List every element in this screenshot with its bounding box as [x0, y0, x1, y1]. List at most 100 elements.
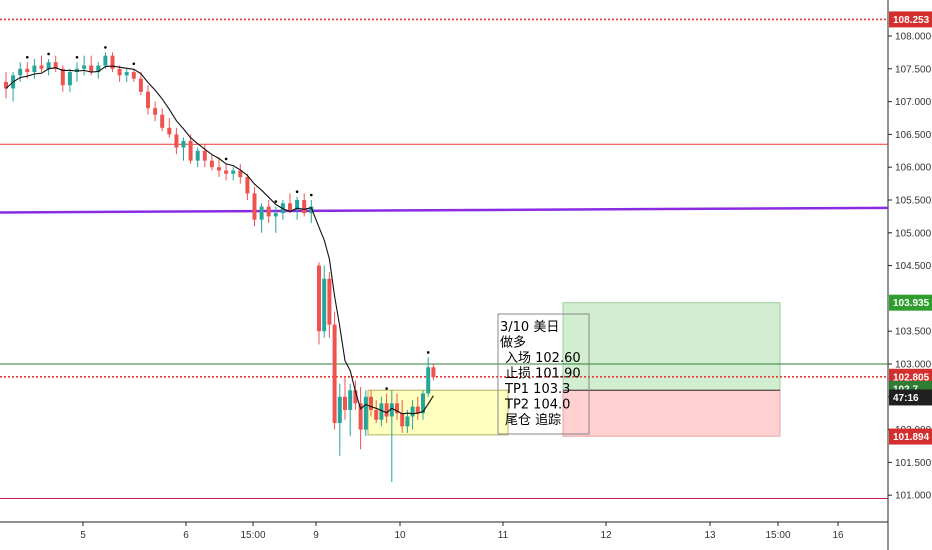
fractal-marker	[26, 55, 29, 59]
y-tick-label: 105.500	[895, 196, 932, 207]
candle-body	[317, 265, 321, 332]
candle-body	[209, 160, 214, 168]
trade-note-line: 尾仓 追踪	[505, 412, 561, 428]
candle-body	[426, 367, 431, 394]
candle-body	[146, 91, 150, 109]
candle-body	[400, 413, 405, 427]
candle-body	[358, 403, 363, 430]
candle-body	[327, 278, 332, 325]
candle-body	[374, 409, 379, 420]
price-tag-bg	[889, 368, 932, 385]
candle-body	[410, 406, 415, 417]
moving-average-line	[5, 65, 434, 415]
y-tick-label: 108.000	[895, 32, 932, 43]
trade-note-line: TP2 104.0	[504, 398, 570, 413]
trade-note-line: 入场 102.60	[505, 351, 581, 366]
price-tag: 101.894	[889, 428, 932, 445]
candle-body	[32, 65, 37, 73]
candle-body	[259, 206, 264, 220]
candle-body	[153, 108, 158, 115]
candle-body	[25, 68, 30, 73]
candle-body	[415, 406, 420, 414]
candle-body	[39, 65, 44, 69]
fractal-marker	[104, 46, 107, 49]
candle-body	[302, 200, 307, 214]
candle-body	[217, 167, 221, 171]
fractal-marker	[224, 157, 228, 161]
trade-note-line: TP1 103.3	[504, 382, 570, 397]
candle-body	[369, 396, 373, 410]
price-tag: 102.805	[889, 368, 932, 385]
candle-body	[231, 170, 236, 174]
x-tick-label: 5	[80, 530, 86, 541]
candle-body	[174, 134, 179, 148]
trade-note-line: 3/10 美日	[500, 320, 559, 335]
stop-zone	[562, 389, 781, 437]
candle-body	[421, 393, 425, 414]
candle-body	[96, 65, 101, 73]
fractal-marker	[274, 200, 278, 203]
x-tick-label: 11	[498, 530, 509, 541]
candle-body	[167, 127, 172, 135]
candle-body	[395, 403, 399, 414]
candle-body	[384, 403, 389, 417]
y-tick-label: 106.000	[895, 163, 932, 174]
candle-body	[124, 72, 129, 76]
target-zone	[562, 302, 781, 391]
candle-body	[348, 390, 353, 410]
trade-note-frame	[497, 313, 590, 435]
price-tag-bg	[889, 428, 932, 445]
fractal-marker	[385, 387, 388, 390]
candle-body	[138, 78, 143, 92]
candle-body	[110, 55, 115, 69]
price-tag-label: 102.805	[893, 372, 930, 383]
candle-body	[266, 206, 271, 217]
x-tick-label: 10	[394, 530, 406, 541]
candle-body	[238, 170, 243, 178]
price-tag-label: 103.935	[893, 298, 930, 309]
fractal-marker	[75, 55, 79, 59]
candle-body	[60, 68, 65, 86]
y-tick-label: 105.000	[895, 228, 932, 239]
candle-body	[322, 278, 327, 332]
y-tick-label: 107.500	[895, 64, 932, 75]
candle-body	[295, 200, 300, 210]
candle-body	[18, 68, 23, 76]
candle-body	[245, 177, 250, 194]
price-tag-label: 108.253	[893, 15, 930, 26]
price-tag-label: 47:16	[893, 393, 919, 404]
y-tick-label: 101.000	[895, 491, 932, 502]
candle-body	[117, 68, 122, 76]
candle-body	[224, 170, 229, 174]
candle-body	[4, 81, 8, 89]
y-tick-label: 101.500	[895, 458, 932, 469]
candle-body	[181, 140, 186, 148]
x-tick-label: 16	[832, 530, 844, 541]
trade-note-line: 做多	[500, 335, 526, 351]
candle-body	[103, 55, 108, 66]
fractal-marker	[47, 52, 50, 56]
candle-body	[363, 396, 368, 430]
price-tag: 47:16	[889, 389, 932, 406]
candle-body	[82, 65, 87, 69]
candle-body	[89, 65, 94, 73]
candle-body	[337, 396, 342, 424]
candle-body	[46, 62, 51, 69]
y-tick-label: 106.500	[895, 130, 932, 141]
candle-body	[195, 150, 200, 161]
x-tick-label: 6	[183, 530, 189, 541]
candle-body	[405, 416, 410, 427]
candle-body	[67, 72, 72, 86]
price-tag: 108.253	[889, 11, 932, 28]
range-box	[367, 389, 509, 436]
x-tick-label: 12	[600, 530, 612, 541]
price-tag-bg	[889, 11, 932, 28]
y-tick-label: 107.000	[895, 97, 932, 108]
fractal-marker	[295, 190, 299, 194]
candle-body	[75, 68, 79, 73]
price-tag-label: 101.894	[893, 432, 930, 443]
trend-line	[0, 206, 889, 214]
candle-body	[273, 213, 278, 217]
